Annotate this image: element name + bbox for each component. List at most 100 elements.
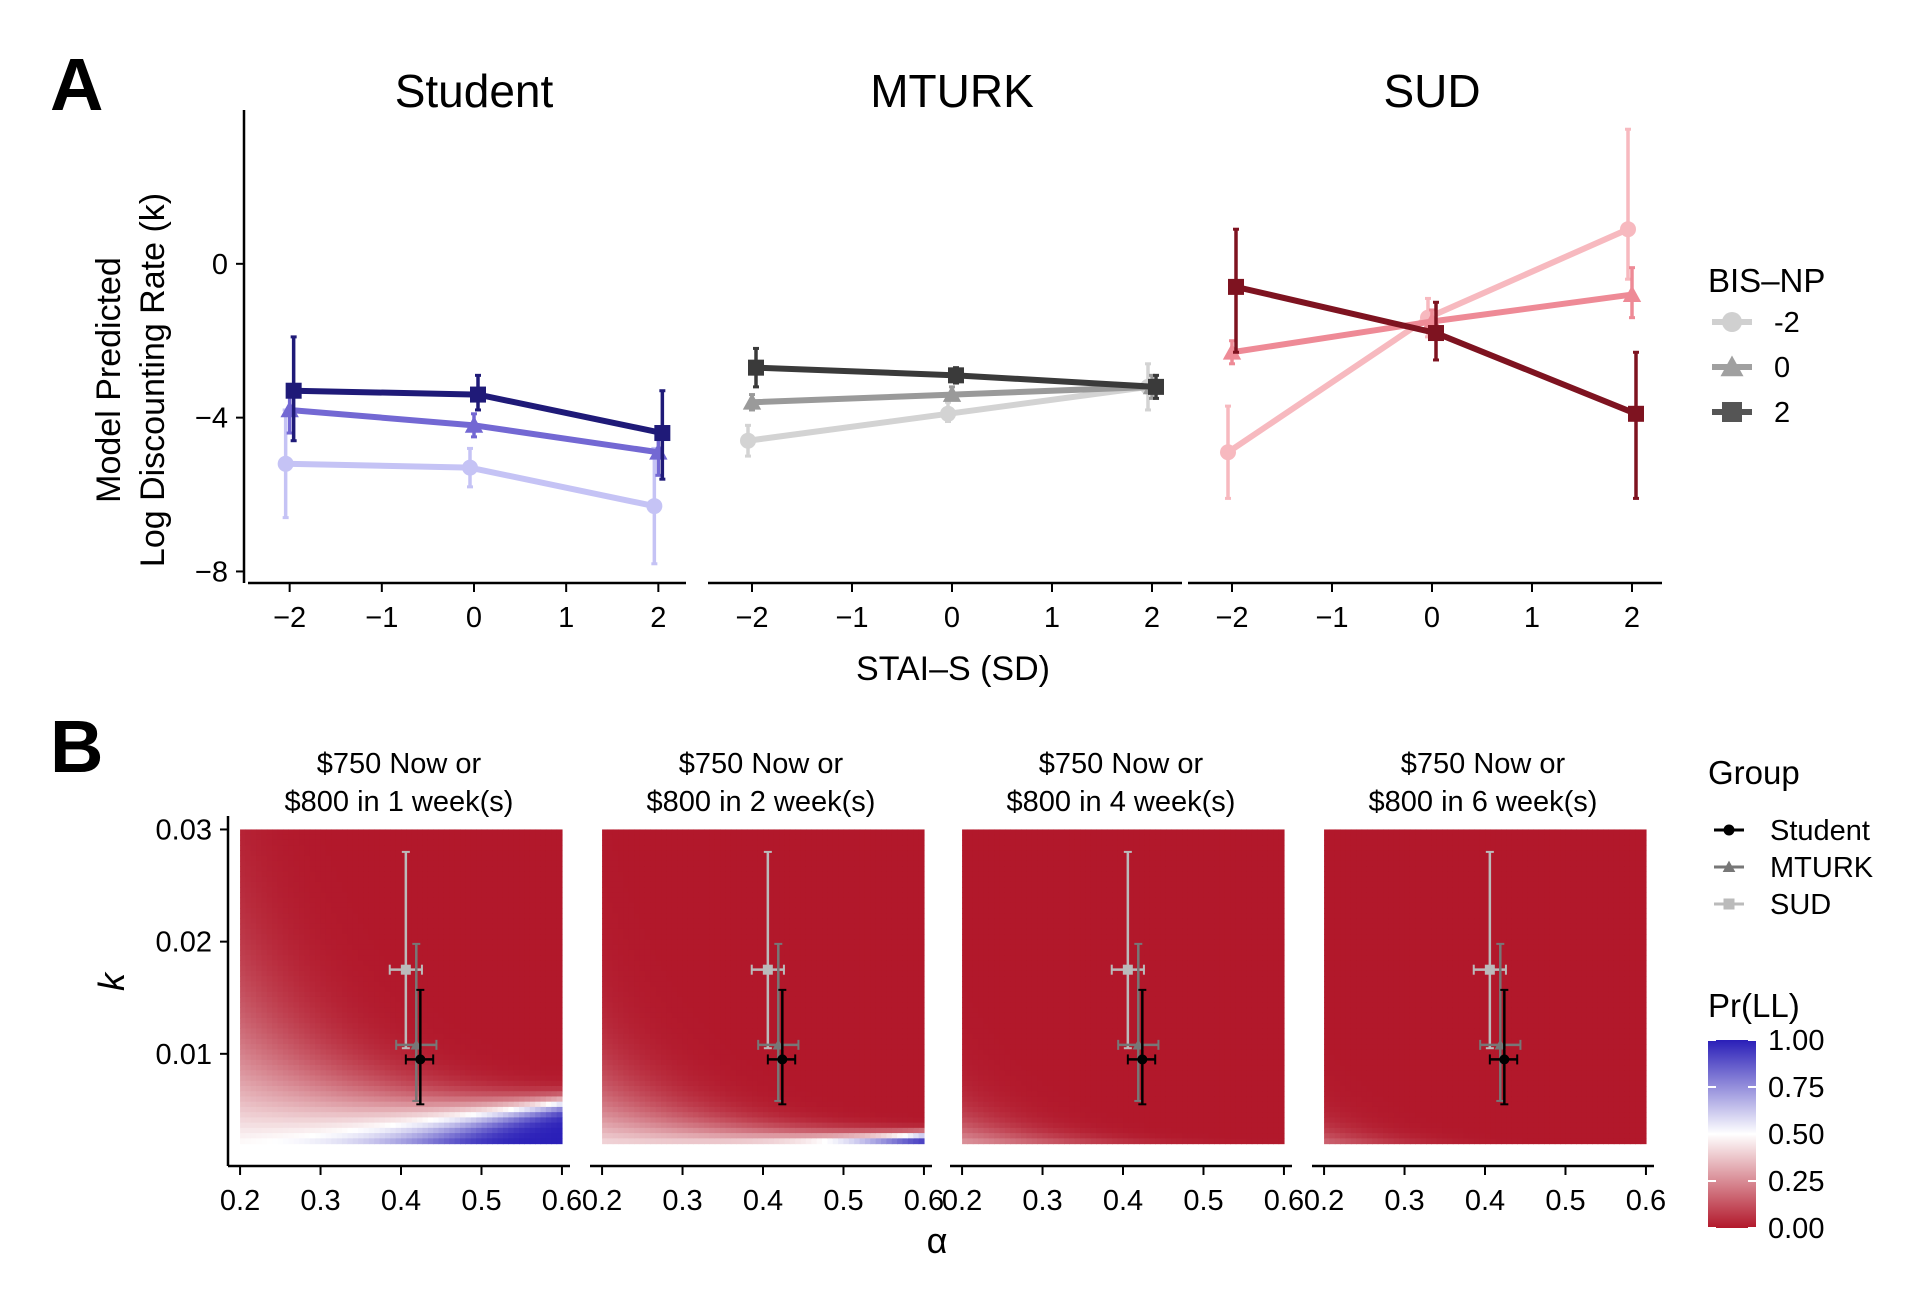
heatmap-cell [618, 1012, 625, 1019]
heatmap-cell [634, 981, 641, 988]
heatmap-cell [245, 944, 252, 951]
heatmap-cell [551, 918, 558, 925]
heatmap-cell [443, 834, 450, 841]
heatmap-cell [655, 1085, 662, 1092]
heatmap-cell [671, 876, 678, 883]
heatmap-cell [256, 991, 263, 998]
heatmap-cell [417, 866, 424, 872]
heatmap-cell [519, 1059, 525, 1066]
heatmap-cell [449, 881, 456, 888]
x-tick-label: 2 [1624, 602, 1640, 634]
heatmap-cell [277, 1002, 284, 1009]
heatmap-cell [650, 1075, 657, 1082]
heatmap-cell [481, 829, 488, 836]
x-tick-label: 0.4 [381, 1185, 421, 1217]
heatmap-cell [411, 1101, 418, 1108]
heatmap-cell [492, 1054, 499, 1061]
heatmap-cell [644, 855, 651, 862]
heatmap-cell [677, 970, 684, 977]
heatmap-cell [342, 986, 348, 993]
heatmap-cell [628, 1070, 635, 1077]
heatmap-cell [438, 1122, 445, 1129]
heatmap-cell [454, 1065, 461, 1071]
heatmap-cell [304, 923, 311, 930]
heatmap-cell [556, 1002, 563, 1009]
heatmap-cell [261, 955, 268, 961]
heatmap-cell [545, 960, 552, 967]
heatmap-cell [540, 1054, 547, 1061]
heatmap-cell [666, 907, 673, 914]
heatmap-cell [261, 991, 268, 998]
heatmap-cell [347, 1054, 354, 1061]
heatmap-cell [693, 1054, 700, 1061]
heatmap-cell [395, 1091, 402, 1098]
heatmap-cell [602, 1038, 609, 1045]
heatmap-cell [288, 1138, 295, 1145]
heatmap-cell [535, 944, 542, 951]
heatmap-cell [470, 981, 477, 988]
heatmap-cell [282, 944, 289, 951]
heatmap-cell [256, 881, 263, 888]
heatmap-cell [363, 876, 370, 883]
heatmap-cell [460, 1127, 466, 1134]
heatmap-cell [607, 981, 614, 988]
heatmap-cell [454, 1017, 461, 1024]
heatmap-cell [336, 1085, 343, 1092]
heatmap-cell [545, 1075, 552, 1082]
x-tick-label: 0.6 [542, 1185, 582, 1217]
heatmap-cell [379, 1138, 386, 1145]
heatmap-cell [433, 866, 440, 872]
heatmap-cell [529, 965, 536, 972]
heatmap-cell [320, 1070, 327, 1077]
heatmap-cell [618, 1133, 625, 1139]
heatmap-cell [240, 1101, 247, 1108]
heatmap-cell [363, 1028, 370, 1035]
heatmap-cell [406, 944, 413, 951]
heatmap-cell [470, 1065, 477, 1071]
heatmap-cell [304, 907, 311, 914]
heatmap-cell [299, 923, 306, 930]
heatmap-cell [693, 965, 700, 972]
heatmap-cell [395, 1007, 402, 1014]
heatmap-cell [368, 1096, 375, 1103]
heatmap-cell [363, 934, 370, 940]
heatmap-cell [551, 949, 558, 956]
heatmap-cell [650, 1049, 657, 1056]
heatmap-cell [693, 1007, 700, 1014]
heatmap-cell [465, 845, 472, 852]
heatmap-cell [470, 1012, 477, 1019]
data-point [462, 459, 478, 476]
heatmap-cell [677, 939, 684, 946]
heatmap-cell [320, 907, 327, 914]
heatmap-cell [677, 1101, 684, 1108]
heatmap-cell [454, 829, 461, 836]
heatmap-cell [261, 960, 268, 967]
heatmap-cell [363, 913, 370, 920]
heatmap-cell [379, 876, 386, 883]
heatmap-cell [277, 1138, 284, 1145]
heatmap-cell [519, 1085, 525, 1092]
heatmap-cell [556, 1059, 563, 1066]
heatmap-cell [363, 923, 370, 930]
heatmap-cell [551, 871, 558, 878]
heatmap-cell [368, 1085, 375, 1092]
heatmap-cell [513, 1038, 520, 1045]
heatmap-cell [486, 955, 493, 961]
heatmap-cell [315, 939, 322, 946]
heatmap-cell [535, 845, 542, 852]
heatmap-cell [661, 1044, 668, 1050]
heatmap-cell [460, 1065, 466, 1071]
heatmap-cell [293, 1023, 300, 1029]
heatmap-cell [282, 1033, 289, 1040]
heatmap-cell [634, 1096, 641, 1103]
heatmap-cell [470, 1091, 477, 1098]
heatmap-cell [299, 902, 306, 909]
heatmap-cell [277, 1070, 284, 1077]
heatmap-cell [250, 955, 257, 961]
heatmap-cell [277, 1122, 284, 1129]
heatmap-cell [342, 960, 348, 967]
heatmap-cell [524, 871, 531, 878]
heatmap-cell [508, 955, 515, 961]
heatmap-cell [368, 1007, 375, 1014]
heatmap-cell [602, 1091, 609, 1098]
